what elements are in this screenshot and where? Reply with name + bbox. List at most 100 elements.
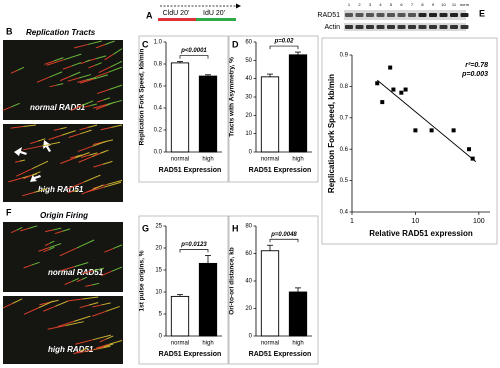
fiber xyxy=(88,302,99,306)
fiber xyxy=(60,126,67,130)
blot-band xyxy=(460,25,469,29)
fiber xyxy=(16,168,33,177)
x-axis-label: RAD51 Expression xyxy=(249,351,312,358)
fiber xyxy=(86,186,105,193)
fiber xyxy=(80,129,92,135)
cldu-bar xyxy=(158,18,196,21)
fiber xyxy=(67,181,85,190)
fiber xyxy=(37,138,46,142)
fiber xyxy=(34,188,48,193)
fiber xyxy=(60,157,76,164)
point xyxy=(451,128,456,133)
x-tick-label: high xyxy=(292,157,303,163)
y-tick-label: 60 xyxy=(245,251,252,257)
y-tick-label: 40 xyxy=(245,76,252,82)
x-tick-label: 1 xyxy=(350,218,354,225)
fiber xyxy=(31,171,41,176)
blot-band xyxy=(450,13,458,17)
fiber xyxy=(82,270,94,274)
fiber xyxy=(109,340,123,345)
x-axis-label: RAD51 Expression xyxy=(159,351,222,358)
fiber xyxy=(92,184,104,191)
fiber xyxy=(48,246,55,251)
significance-bracket xyxy=(269,238,299,243)
x-tick-label: normal xyxy=(261,341,279,347)
y-tick-label: 0.9 xyxy=(340,53,349,59)
fiber xyxy=(93,103,108,109)
fiber xyxy=(100,270,112,277)
blot-band xyxy=(418,13,427,17)
y-tick-label: 0.4 xyxy=(340,210,349,216)
blot-band xyxy=(376,13,385,17)
fiber xyxy=(47,324,66,330)
pulse-label: CldU 20' xyxy=(163,10,190,17)
x-tick-label: 100 xyxy=(473,218,485,225)
fiber xyxy=(16,226,23,231)
fiber xyxy=(113,48,123,55)
fiber xyxy=(101,302,111,306)
fiber xyxy=(55,300,68,307)
fiber xyxy=(70,71,81,77)
fiber xyxy=(17,66,25,71)
fiber xyxy=(74,152,90,159)
fiber xyxy=(91,310,107,317)
fiber xyxy=(8,177,23,183)
fiber xyxy=(111,266,123,272)
fiber xyxy=(61,130,76,136)
fiber xyxy=(96,343,110,349)
fiber xyxy=(76,279,83,283)
lane-label: 5 xyxy=(390,2,393,7)
point xyxy=(403,87,408,92)
y-tick-label: 40 xyxy=(245,279,252,285)
point xyxy=(375,81,380,86)
fiber xyxy=(62,65,73,70)
fiber xyxy=(70,156,77,159)
blot-band xyxy=(439,13,448,17)
fiber xyxy=(22,191,35,197)
fiber xyxy=(95,71,109,78)
fiber xyxy=(92,334,111,341)
fiber xyxy=(83,174,101,183)
fiber xyxy=(53,57,64,62)
panel-letter: C xyxy=(142,39,149,49)
fiber xyxy=(99,338,107,343)
fiber xyxy=(12,298,23,304)
lane-label: 9 xyxy=(432,2,435,7)
fiber xyxy=(23,264,32,269)
blot-band xyxy=(429,13,437,17)
fiber xyxy=(28,225,38,229)
fiber xyxy=(79,78,95,84)
x-axis-label: Relative RAD51 expression xyxy=(369,229,473,238)
micrograph xyxy=(3,222,123,292)
y-tick-label: 30 xyxy=(245,95,252,101)
lane-label: 6 xyxy=(400,2,403,7)
lane-label: 8 xyxy=(421,2,424,7)
fiber xyxy=(23,174,33,180)
fiber xyxy=(59,75,71,82)
y-tick-label: 20 xyxy=(155,246,162,252)
fiber xyxy=(73,315,91,322)
panel-letter: G xyxy=(142,223,149,233)
y-tick-label: 1.0 xyxy=(154,40,163,46)
fiber xyxy=(75,339,94,345)
fiber xyxy=(92,141,104,145)
blot-row-label: Actin xyxy=(324,24,340,31)
y-tick-label: 0.8 xyxy=(340,84,349,90)
panel-border xyxy=(138,215,229,365)
significance-bracket xyxy=(179,55,209,59)
fiber xyxy=(94,62,102,66)
fiber xyxy=(49,240,55,244)
y-tick-label: 0.4 xyxy=(154,106,163,112)
lane-label: 10 xyxy=(441,2,446,7)
arrows xyxy=(14,140,51,182)
fiber xyxy=(59,247,78,257)
fiber xyxy=(20,227,29,232)
blot-band xyxy=(366,25,374,29)
fiber xyxy=(105,305,120,312)
y-tick-label: 0.2 xyxy=(154,128,163,134)
fiber xyxy=(107,99,123,105)
bar xyxy=(288,54,308,153)
y-tick-label: 20 xyxy=(245,306,252,312)
image-label: high RAD51 xyxy=(38,185,84,194)
annotation: p=0.0048 xyxy=(270,232,297,238)
